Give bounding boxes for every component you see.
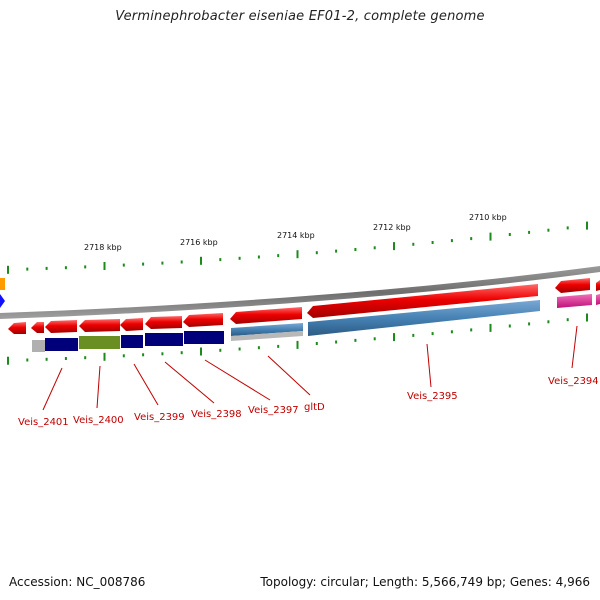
cds-arrow [145,316,182,329]
scale-label-2712: 2712 kbp [373,223,411,232]
outer-scale-ticks [7,221,588,274]
gene-label-veis-2397[interactable]: Veis_2397 [248,405,299,416]
cds-arrow [183,313,223,327]
cog-block-magenta [596,294,600,305]
cds-arrow [120,318,143,331]
cog-block-steelblue [308,300,540,336]
genome-summary-text: Topology: circular; Length: 5,566,749 bp… [260,575,590,589]
cog-block-navy [121,335,143,348]
gene-label-veis-2394[interactable]: Veis_2394 [548,376,599,387]
edge-blue-marker [0,294,5,308]
map-title: Verminephrobacter eiseniae EF01-2, compl… [115,9,485,24]
cog-block-gray [32,340,45,352]
cds-arrow [555,278,590,293]
gene-label-veis-2398[interactable]: Veis_2398 [191,409,242,420]
gene-label-veis-2401[interactable]: Veis_2401 [18,417,69,428]
gene-label-veis-2395[interactable]: Veis_2395 [407,391,458,402]
cog-block-navy [145,333,183,346]
cog-block-gray [231,331,303,341]
reverse-strand-cds [8,278,600,334]
gene-label-veis-2400[interactable]: Veis_2400 [73,415,124,426]
scale-label-2716: 2716 kbp [180,238,218,247]
cog-block-navy [45,338,78,351]
cds-arrow [31,322,44,333]
scale-label-2718: 2718 kbp [84,243,122,252]
gene-label-gltd[interactable]: gltD [304,402,325,413]
cog-feature-track [32,294,600,352]
gene-label-leaders [42,325,578,411]
cog-block-navy [184,331,224,344]
accession-text: Accession: NC_008786 [9,575,146,589]
cog-block-magenta [557,294,592,308]
genome-backbone [0,266,600,319]
cog-block-olive [79,336,120,349]
cds-arrow [307,284,538,318]
cds-arrow [8,322,26,334]
edge-orange-marker [0,278,5,290]
cds-arrow [79,319,120,332]
scale-label-2710: 2710 kbp [469,213,507,222]
gene-label-veis-2399[interactable]: Veis_2399 [134,412,185,423]
cds-arrow [230,307,302,324]
inner-scale-ticks [7,313,588,365]
cog-block-steelblue [231,323,303,336]
cds-arrow [45,320,77,333]
scale-label-2714: 2714 kbp [277,231,315,240]
cds-arrow [596,280,600,291]
